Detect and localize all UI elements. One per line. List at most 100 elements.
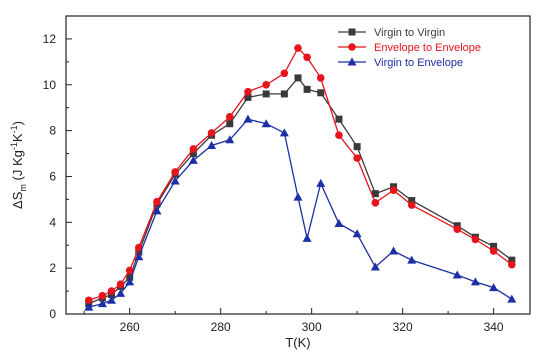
data-point <box>334 218 344 227</box>
data-point <box>353 143 361 151</box>
legend-marker <box>348 43 356 51</box>
data-point <box>261 119 271 128</box>
series-line <box>88 118 513 308</box>
data-point <box>489 283 499 292</box>
y-tick-label: 10 <box>43 78 57 92</box>
data-point <box>262 90 270 98</box>
x-tick-label: 340 <box>484 320 504 334</box>
data-point <box>188 155 198 164</box>
data-point <box>490 242 498 250</box>
data-point <box>189 150 197 158</box>
data-point <box>280 90 288 98</box>
data-point <box>84 296 93 305</box>
data-point <box>302 233 312 242</box>
data-point <box>262 80 270 89</box>
series-line <box>88 47 513 301</box>
y-axis-title-unit-open: (J Kg <box>10 150 25 184</box>
data-point <box>207 129 216 137</box>
data-point <box>134 243 143 252</box>
data-point <box>106 295 116 304</box>
data-point <box>508 256 516 264</box>
data-point <box>126 273 134 281</box>
data-point <box>84 302 94 311</box>
y-axis-title-superscript-2: -1 <box>9 125 19 133</box>
data-point <box>508 260 516 269</box>
legend-label: Virgin to Envelope <box>374 57 463 69</box>
data-point <box>279 128 289 137</box>
data-point <box>226 120 234 128</box>
y-axis-title-unit-mid: K <box>10 133 25 142</box>
legend: Virgin to Virgin Envelope to Envelope Virg… <box>338 27 481 69</box>
y-tick-label: 8 <box>49 124 56 138</box>
data-point <box>371 190 379 198</box>
y-axis-title: ΔSm (J Kg-1K-1) <box>9 121 28 209</box>
y-tick-label: 4 <box>49 215 56 229</box>
data-point <box>353 154 361 162</box>
data-point <box>107 287 116 295</box>
data-point <box>116 288 126 297</box>
data-point <box>453 225 462 233</box>
series-3 <box>84 114 517 311</box>
legend-item: Virgin to Virgin <box>338 27 445 39</box>
data-point <box>317 89 325 97</box>
data-point <box>280 69 289 78</box>
data-point <box>407 255 417 264</box>
data-point <box>507 294 517 303</box>
series-line <box>88 76 513 305</box>
x-tick-label: 300 <box>302 320 322 334</box>
data-point <box>471 235 480 244</box>
data-point <box>98 291 107 300</box>
data-point <box>244 87 252 96</box>
y-axis-title-subscript: m <box>18 184 28 192</box>
data-point <box>389 186 398 195</box>
data-point <box>352 229 362 238</box>
data-point <box>135 248 143 256</box>
data-point <box>370 262 380 271</box>
data-point <box>116 280 125 289</box>
data-point <box>171 168 179 176</box>
x-axis-ticks: 260 280 300 320 340 <box>83 308 504 334</box>
data-point <box>125 277 135 286</box>
data-point <box>407 201 416 209</box>
y-axis-title-superscript-1: -1 <box>9 142 19 150</box>
data-point <box>153 197 161 206</box>
plot-frame <box>65 15 531 315</box>
data-point <box>294 44 302 52</box>
x-tick-label: 280 <box>211 320 231 334</box>
legend-label: Virgin to Virgin <box>374 27 445 39</box>
data-point <box>371 199 380 207</box>
x-axis-title: T(K) <box>285 335 310 350</box>
data-point <box>170 176 180 185</box>
y-axis-title-unit-close: ) <box>10 121 25 125</box>
y-axis-ticks: 0 2 4 6 8 10 12 <box>43 32 72 321</box>
data-point <box>294 74 302 82</box>
data-point <box>225 135 235 144</box>
data-point <box>189 145 198 153</box>
legend-marker <box>348 28 356 36</box>
data-point <box>335 131 343 139</box>
data-point <box>408 197 416 205</box>
data-point <box>225 113 234 121</box>
data-point <box>152 206 162 215</box>
y-axis-title-base: ΔS <box>10 191 25 209</box>
data-point <box>335 115 343 123</box>
y-tick-label: 0 <box>49 307 56 321</box>
series-layer <box>84 44 517 311</box>
legend-label: Envelope to Envelope <box>374 42 481 54</box>
y-tick-label: 2 <box>49 261 56 275</box>
data-point <box>489 247 498 255</box>
data-point <box>303 85 311 93</box>
data-point <box>97 299 107 308</box>
y-tick-label: 12 <box>43 32 57 46</box>
data-point <box>134 252 144 261</box>
x-tick-label: 320 <box>393 320 413 334</box>
data-point <box>389 246 399 255</box>
data-point <box>470 277 480 286</box>
x-tick-label: 260 <box>120 320 140 334</box>
data-point <box>243 114 253 123</box>
y-tick-label: 6 <box>49 169 56 183</box>
legend-marker <box>347 57 357 66</box>
legend-item: Envelope to Envelope <box>338 42 481 54</box>
data-point <box>316 178 326 187</box>
